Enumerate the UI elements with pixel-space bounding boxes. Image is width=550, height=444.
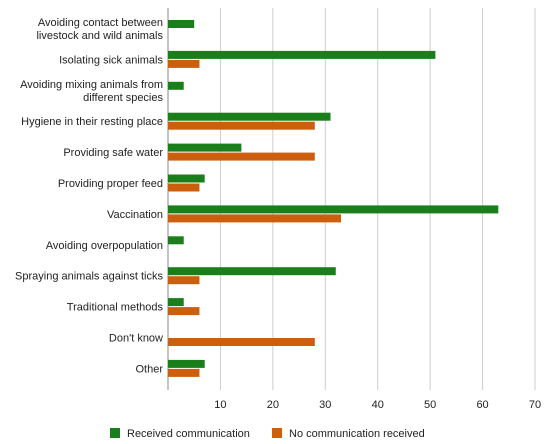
legend-swatch <box>272 428 282 438</box>
bar-no-communication <box>168 368 200 377</box>
bar-received <box>168 143 242 152</box>
legend-label: No communication received <box>289 428 425 440</box>
bar-no-communication <box>168 121 315 130</box>
bar-no-communication <box>168 152 315 161</box>
bar-received <box>168 298 184 307</box>
category-label: Don't know <box>109 333 163 345</box>
bar-received <box>168 174 205 183</box>
category-label: Spraying animals against ticks <box>15 271 163 283</box>
x-tick-label: 20 <box>267 399 279 411</box>
bar-no-communication <box>168 59 200 68</box>
legend: Received communication No communication r… <box>110 428 425 440</box>
x-tick-label: 30 <box>319 399 331 411</box>
grid-layer <box>167 8 536 390</box>
legend-swatch <box>110 428 120 438</box>
x-tick-labels: 10 20 30 40 50 60 70 <box>214 399 541 411</box>
bar-received <box>168 81 184 90</box>
category-label: Avoiding overpopulation <box>46 240 163 252</box>
bar-received <box>168 267 336 276</box>
category-label: Hygiene in their resting place <box>21 116 163 128</box>
bar-no-communication <box>168 338 315 346</box>
bar-received <box>168 50 436 59</box>
category-label: Providing proper feed <box>58 178 163 190</box>
bar-no-communication <box>168 214 342 223</box>
category-label: livestock and wild animals <box>36 30 163 42</box>
bar-received <box>168 20 195 28</box>
bar-received <box>168 359 205 368</box>
bar-received <box>168 205 499 214</box>
bar-no-communication <box>168 183 200 192</box>
category-label: Isolating sick animals <box>59 54 163 66</box>
x-tick-label: 70 <box>529 399 541 411</box>
bars <box>168 20 499 377</box>
category-label: Other <box>135 363 163 375</box>
bar-received <box>168 236 184 245</box>
category-label: different species <box>83 92 163 104</box>
x-tick-label: 40 <box>372 399 384 411</box>
category-label: Avoiding contact between <box>38 17 163 29</box>
x-tick-label: 50 <box>424 399 436 411</box>
bar-no-communication <box>168 276 200 285</box>
legend-label: Received communication <box>127 428 250 440</box>
category-label: Traditional methods <box>67 302 164 314</box>
bar-received <box>168 112 331 121</box>
x-tick-label: 60 <box>476 399 488 411</box>
category-label: Vaccination <box>107 209 163 221</box>
category-label: Avoiding mixing animals from <box>20 79 163 91</box>
bar-no-communication <box>168 307 200 316</box>
category-label: Providing safe water <box>63 147 163 159</box>
x-tick-label: 10 <box>214 399 226 411</box>
